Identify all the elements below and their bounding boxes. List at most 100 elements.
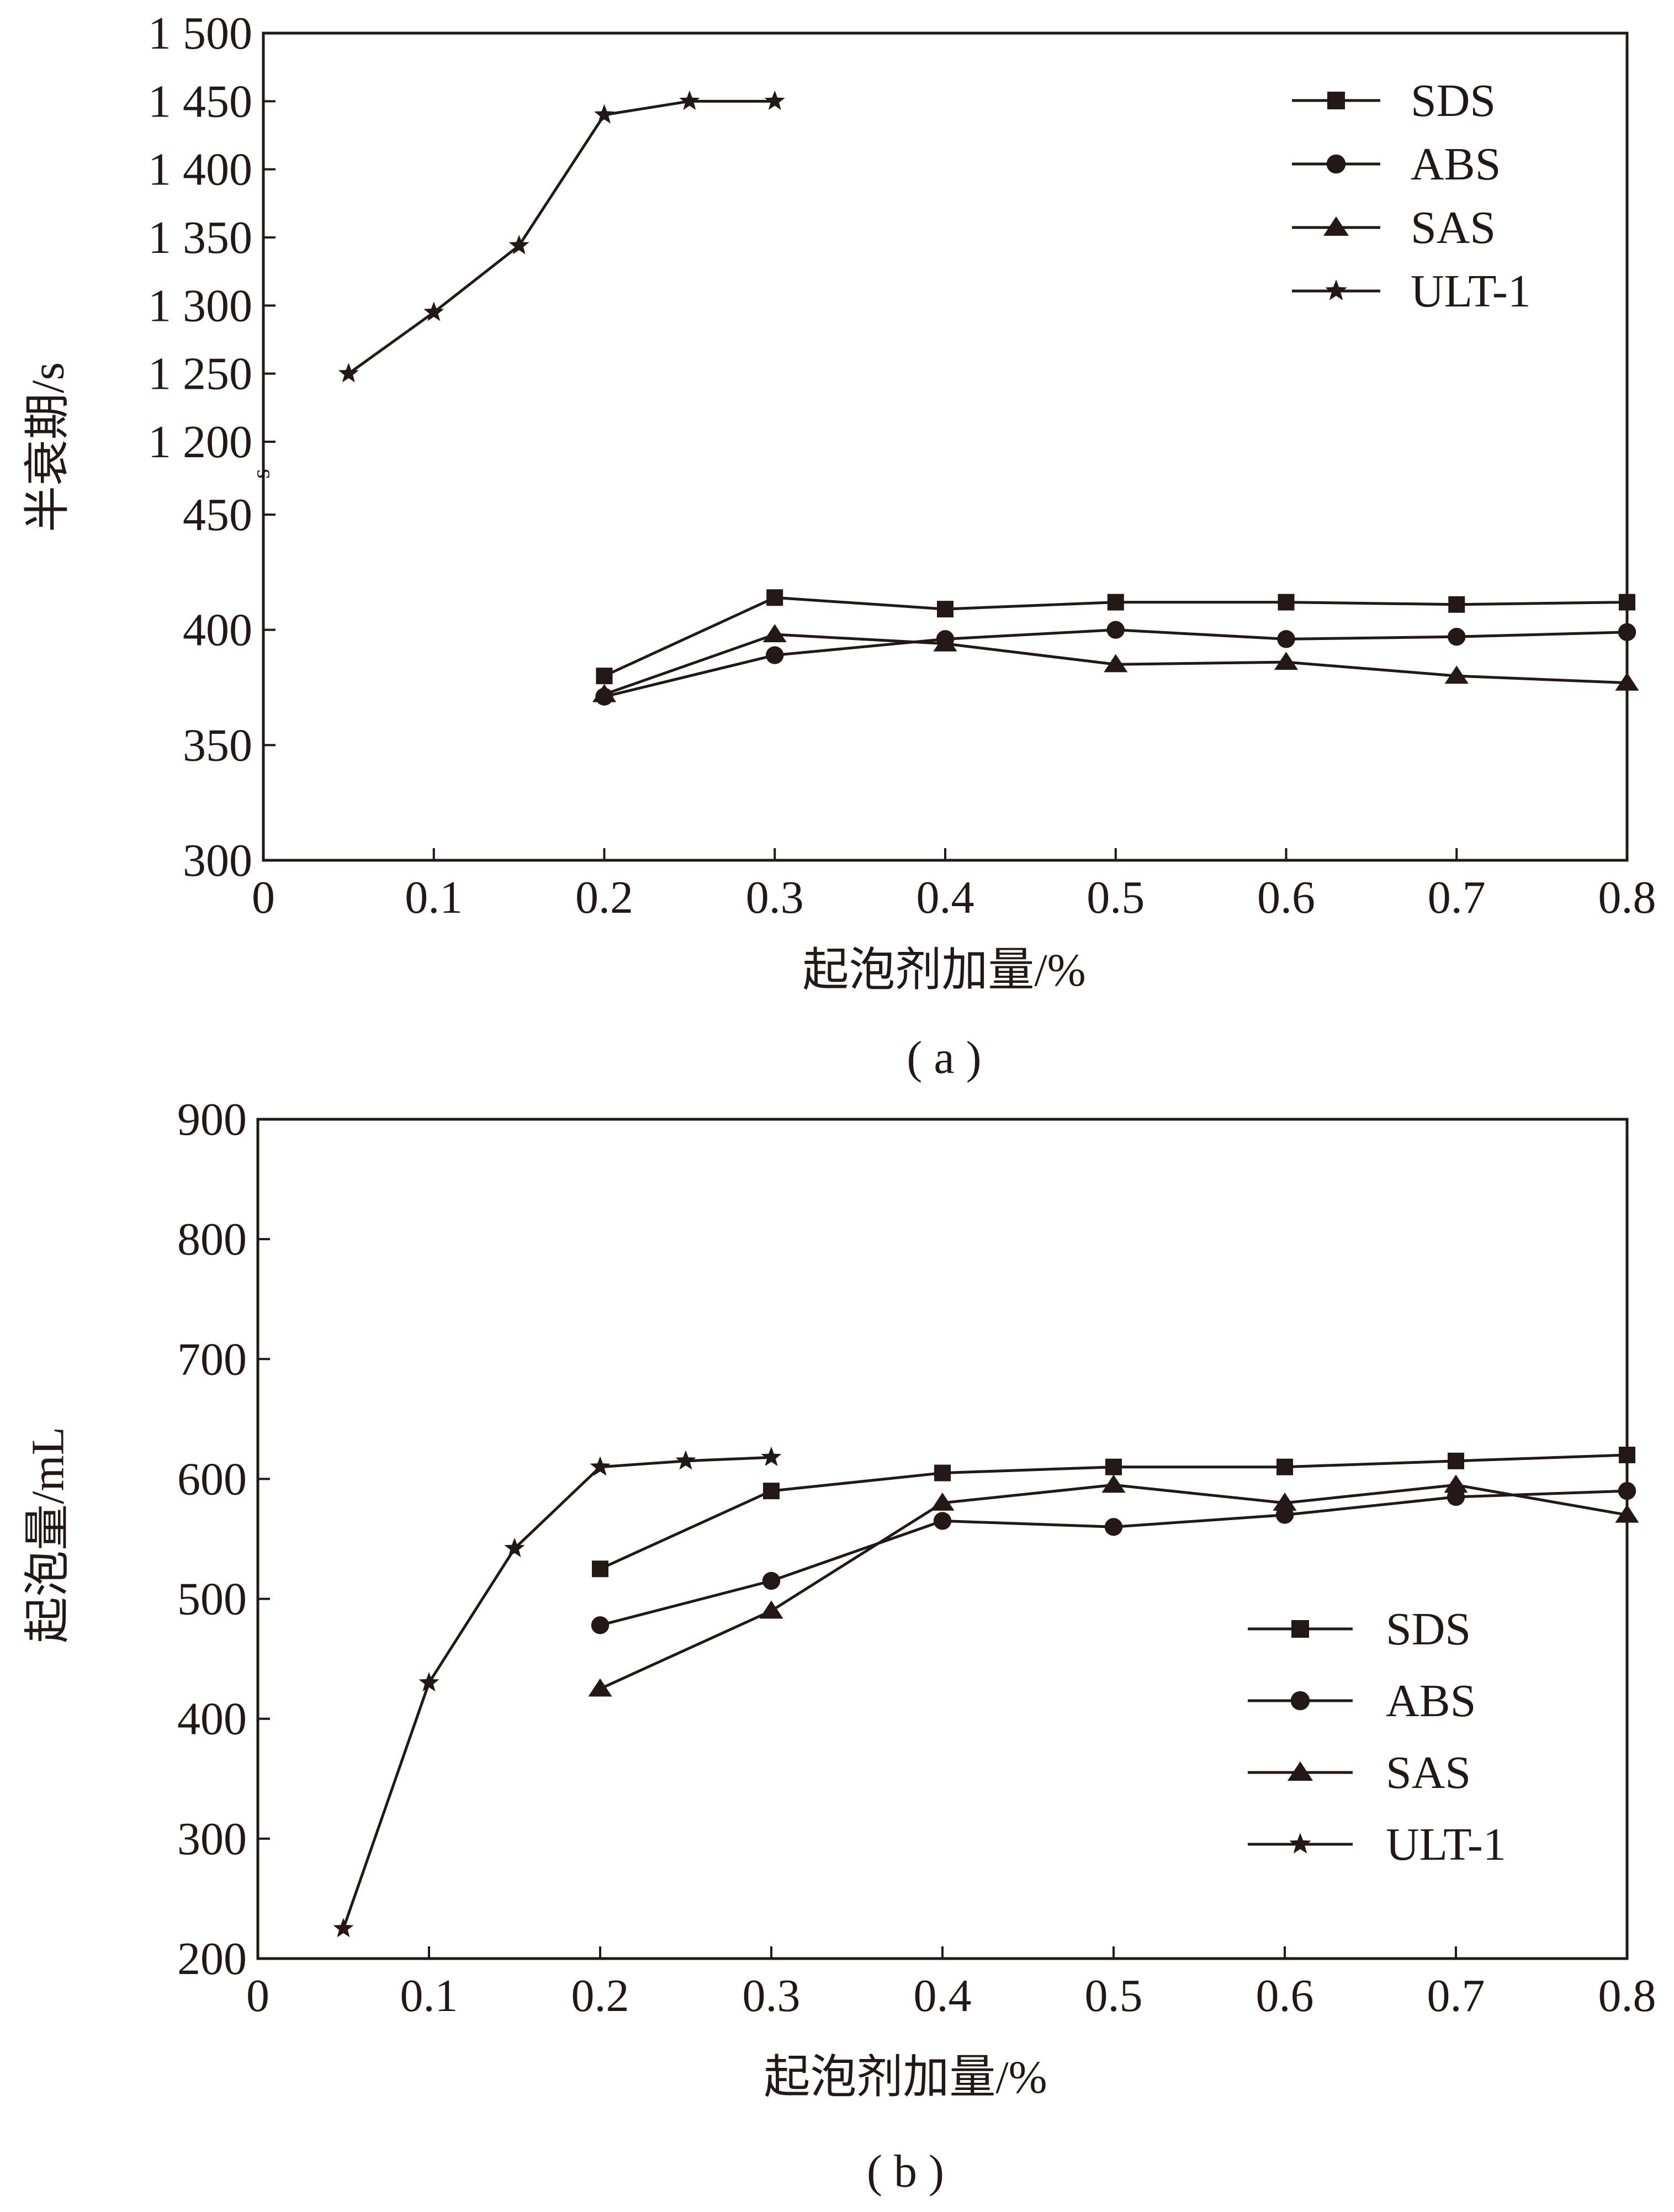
chart-a-point-sds bbox=[766, 589, 783, 606]
chart-b-x-tick-label: 0.4 bbox=[914, 1970, 972, 2022]
chart-b-x-tick-label: 0.6 bbox=[1256, 1970, 1314, 2022]
chart-b-point-sas bbox=[759, 1600, 783, 1619]
chart-a-point-ult-1 bbox=[508, 235, 529, 255]
chart-a-point-abs bbox=[766, 646, 784, 664]
chart-a-y-axis-label: 半衰期/s bbox=[22, 362, 73, 532]
chart-b-y-tick-label: 600 bbox=[177, 1453, 247, 1505]
chart-a-legend: SDS ABS SAS ULT-1 bbox=[1292, 75, 1531, 317]
chart-a-y-tick-label: 1 200 bbox=[148, 416, 252, 468]
chart-b-point-abs bbox=[591, 1616, 610, 1634]
chart-a-point-ult-1 bbox=[594, 104, 614, 124]
chart-a-series-lines bbox=[347, 99, 1628, 698]
chart-a-point-sds bbox=[937, 601, 953, 618]
chart-a-legend-marker-ult-1 bbox=[1325, 279, 1347, 300]
chart-b-point-sas bbox=[1615, 1504, 1639, 1523]
chart-b-x-tick-label: 0.5 bbox=[1085, 1970, 1143, 2022]
chart-b-y-tick-label: 500 bbox=[177, 1574, 247, 1625]
chart-b-legend-label-abs: ABS bbox=[1386, 1675, 1476, 1727]
chart-b-x-ticks: 0 0.1 0.2 0.3 0.4 0.5 0.6 0.7 0.8 bbox=[246, 1946, 1656, 2022]
chart-b-point-sds bbox=[763, 1483, 780, 1500]
chart-b-y-tick-label: 900 bbox=[177, 1094, 247, 1145]
chart-a-legend-label-abs: ABS bbox=[1411, 139, 1501, 190]
chart-a-point-ult-1 bbox=[338, 363, 359, 383]
chart-b-x-tick-label: 0.8 bbox=[1598, 1970, 1656, 2022]
chart-b-x-tick-label: 0 bbox=[246, 1970, 269, 2022]
chart-b-legend-marker-sas bbox=[1288, 1761, 1313, 1781]
chart-a-panel-label: ( a ) bbox=[907, 1032, 981, 1083]
chart-a-legend-label-sas: SAS bbox=[1411, 202, 1496, 253]
chart-b-point-abs bbox=[1104, 1518, 1123, 1536]
chart-a-x-axis-label: 起泡剂加量/% bbox=[802, 945, 1085, 996]
chart-a-point-sas bbox=[1615, 672, 1639, 691]
chart-b-legend-label-sas: SAS bbox=[1386, 1747, 1471, 1798]
chart-b-point-sds bbox=[934, 1464, 951, 1481]
chart-b-series-line-abs bbox=[600, 1489, 1628, 1627]
chart-a-x-tick-label: 0.7 bbox=[1428, 872, 1486, 923]
chart-b-y-ticks: 200 300 400 500 600 700 800 900 bbox=[177, 1094, 270, 1985]
chart-a-y-ticks: 300 350 400 450 1 200 1 250 1 300 1 350 1 400 1 4… bbox=[148, 8, 276, 886]
chart-b-y-tick-label: 800 bbox=[177, 1214, 247, 1265]
chart-b-point-sds bbox=[1448, 1452, 1464, 1469]
chart-b-point-sas bbox=[930, 1493, 955, 1511]
chart-a-x-tick-label: 0.5 bbox=[1087, 872, 1145, 923]
chart-a-x-tick-label: 0.2 bbox=[575, 872, 633, 923]
chart-b-legend: SDS ABS SAS ULT-1 bbox=[1248, 1604, 1506, 1870]
chart-b-y-axis-label: 起泡量/mL bbox=[22, 1427, 73, 1643]
chart-b: 200 300 400 500 600 700 800 900 0 0.1 0.2 0.3 0.4 0.… bbox=[22, 1094, 1656, 2197]
chart-b-y-tick-label: 300 bbox=[177, 1813, 247, 1865]
chart-a-point-sas bbox=[1444, 665, 1469, 684]
chart-b-point-abs bbox=[1618, 1481, 1636, 1500]
chart-b-point-abs bbox=[933, 1512, 952, 1530]
chart-a-legend-label-ult-1: ULT-1 bbox=[1411, 266, 1531, 317]
chart-b-point-ult-1 bbox=[761, 1446, 782, 1467]
chart-a-x-tick-label: 0.8 bbox=[1598, 872, 1656, 923]
chart-b-legend-label-ult-1: ULT-1 bbox=[1386, 1819, 1506, 1870]
chart-b-point-ult-1 bbox=[418, 1672, 439, 1692]
chart-a-y-tick-label: 1 400 bbox=[148, 144, 252, 195]
chart-a-point-sas bbox=[762, 624, 787, 643]
chart-a-point-abs bbox=[1448, 627, 1466, 646]
chart-a-series-line-ult-1 bbox=[347, 99, 775, 375]
chart-b-x-tick-label: 0.7 bbox=[1427, 1970, 1485, 2022]
chart-a-y-tick-label: 1 450 bbox=[148, 76, 252, 127]
chart-b-y-tick-label: 400 bbox=[177, 1694, 247, 1745]
chart-a-point-sas bbox=[1104, 654, 1128, 673]
chart-b-point-sds bbox=[1619, 1447, 1635, 1463]
chart-b-point-sas bbox=[588, 1678, 612, 1697]
chart-a-point-sas bbox=[1274, 652, 1299, 670]
chart-b-series-markers bbox=[333, 1446, 1639, 1938]
chart-b-point-ult-1 bbox=[675, 1450, 696, 1470]
chart-b-panel-label: ( b ) bbox=[867, 2146, 944, 2197]
chart-a-point-sds bbox=[1619, 594, 1635, 611]
chart-a-x-tick-label: 0.1 bbox=[405, 872, 463, 923]
chart-b-point-sas bbox=[1101, 1474, 1126, 1493]
chart-a-y-tick-label: 450 bbox=[183, 489, 252, 541]
chart-a-y-tick-label: 1 250 bbox=[148, 348, 252, 400]
chart-a-point-sds bbox=[1448, 596, 1465, 613]
chart-a-point-ult-1 bbox=[764, 90, 785, 110]
chart-a-point-ult-1 bbox=[679, 90, 700, 110]
chart-b-x-tick-label: 0.1 bbox=[400, 1970, 458, 2022]
chart-b-point-sas bbox=[1273, 1493, 1297, 1511]
chart-b-point-sds bbox=[592, 1560, 608, 1578]
chart-b-series-line-sas bbox=[599, 1483, 1628, 1690]
chart-a-x-tick-label: 0.3 bbox=[746, 872, 804, 923]
chart-a-point-sas bbox=[592, 684, 617, 702]
chart-a-y-tick-label: 300 bbox=[183, 835, 252, 886]
chart-b-legend-label-sds: SDS bbox=[1386, 1604, 1471, 1655]
chart-a-x-tick-label: 0 bbox=[252, 872, 275, 923]
chart-b-y-tick-label: 700 bbox=[177, 1333, 247, 1385]
chart-a-legend-marker-sas bbox=[1323, 216, 1349, 236]
chart-a-axis-break-marker: s bbox=[247, 469, 275, 479]
chart-b-y-tick-label: 200 bbox=[177, 1933, 247, 1985]
chart-a-y-tick-label: 350 bbox=[183, 719, 252, 771]
chart-b-point-ult-1 bbox=[504, 1537, 525, 1558]
chart-a-point-abs bbox=[1106, 621, 1125, 639]
chart-b-series-line-ult-1 bbox=[342, 1456, 772, 1929]
chart-a-axis-break-glyph: s bbox=[247, 469, 275, 479]
chart-a-y-tick-label: 1 500 bbox=[148, 8, 252, 59]
chart-a-legend-label-sds: SDS bbox=[1411, 75, 1496, 126]
chart-a-point-sds bbox=[1107, 594, 1124, 611]
chart-a: s 300 350 400 450 1 200 1 250 1 300 1 350 1 400 1… bbox=[22, 8, 1656, 1083]
